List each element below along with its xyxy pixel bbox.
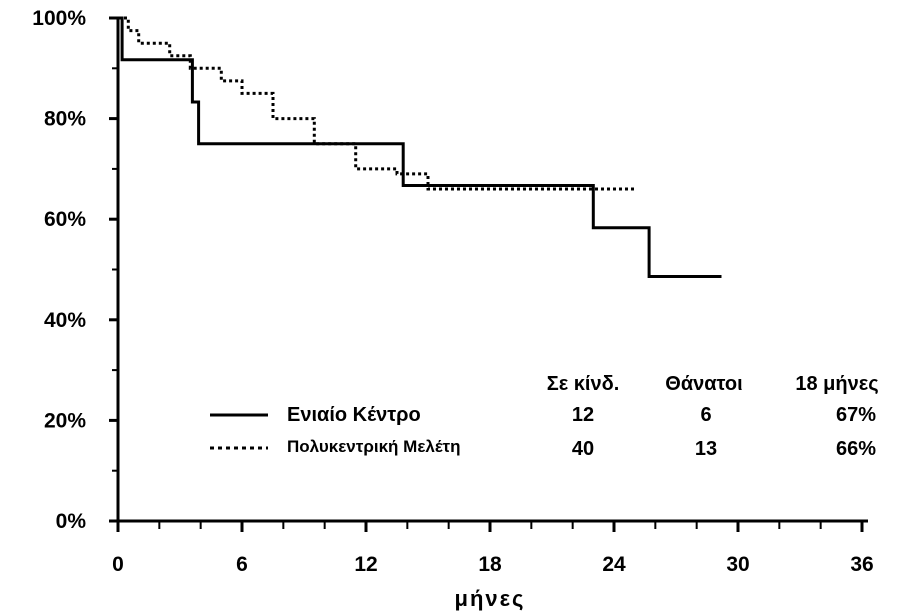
y-tick-label: 60%	[44, 208, 86, 231]
y-tick-label: 40%	[44, 309, 86, 332]
x-axis: 0 6 12 18 24 30 36	[112, 521, 874, 576]
x-axis-title: μήνες	[454, 586, 525, 611]
y-tick-label: 0%	[56, 510, 87, 533]
table-header-18-months: 18 μήνες	[795, 373, 878, 395]
y-tick-label: 100%	[32, 7, 86, 30]
cell-multi-deaths: 13	[695, 438, 717, 460]
cell-single-deaths: 6	[700, 404, 711, 426]
x-tick-label: 18	[478, 553, 502, 576]
y-axis: 0% 20% 40% 60% 80% 100%	[32, 7, 118, 533]
series-line-single-center	[118, 16, 722, 278]
x-tick-label: 0	[112, 553, 124, 576]
series-group	[118, 16, 722, 278]
cell-multi-at-risk: 40	[572, 438, 594, 460]
x-tick-label: 6	[236, 553, 248, 576]
y-tick-label: 80%	[44, 108, 86, 131]
y-tick-label: 20%	[44, 409, 86, 432]
x-tick-label: 36	[850, 553, 873, 576]
x-tick-label: 24	[602, 553, 626, 576]
legend-label-multicenter: Πολυκεντρική Μελέτη	[287, 437, 461, 456]
cell-multi-18m: 66%	[836, 438, 876, 460]
cell-single-18m: 67%	[836, 404, 876, 426]
x-tick-label: 12	[354, 553, 377, 576]
legend-label-single-center: Ενιαίο Κέντρο	[287, 404, 421, 426]
series-line-multicenter	[118, 16, 635, 191]
table-header-at-risk: Σε κίνδ.	[547, 373, 620, 395]
table-header-deaths: Θάνατοι	[665, 373, 742, 395]
x-tick-label: 30	[726, 553, 749, 576]
cell-single-at-risk: 12	[572, 404, 594, 426]
